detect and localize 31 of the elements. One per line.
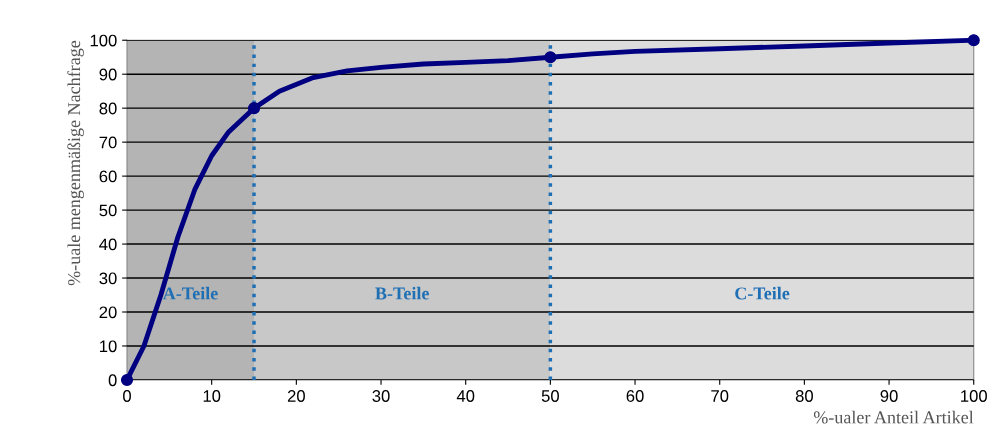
x-tick-label: 30 [372, 390, 390, 402]
y-tick-label: 20 [99, 306, 117, 319]
x-tick-label: 20 [287, 390, 305, 402]
y-axis-title: %-uale mengenmäßige Nachfrage [67, 40, 84, 286]
y-tick-label: 0 [108, 374, 117, 387]
point [247, 102, 261, 115]
y-tick-label: 80 [99, 102, 117, 115]
y-tick-label: 90 [99, 68, 117, 81]
point [544, 51, 557, 64]
point [120, 373, 134, 387]
band-label: C-Teile [735, 286, 790, 300]
band-label: B-Teile [375, 286, 429, 300]
y-tick-label: 100 [90, 34, 117, 47]
y-tick-label: 10 [100, 340, 117, 353]
x-tick-label: 90 [880, 390, 898, 402]
y-tick-label: 60 [99, 170, 117, 183]
y-tick-label: 70 [99, 136, 117, 149]
y-tick-label: 40 [99, 238, 117, 251]
point [967, 34, 980, 47]
x-tick-label: 0 [123, 390, 131, 402]
x-tick-label: 70 [711, 390, 729, 402]
x-tick-label: 40 [456, 390, 475, 402]
x-tick-label: 60 [626, 390, 644, 402]
x-tick-label: 100 [961, 390, 987, 402]
y-tick-label: 50 [99, 204, 117, 217]
band-label: A-Teile [162, 286, 218, 300]
y-tick-label: 30 [99, 272, 117, 285]
x-tick-label: 50 [541, 390, 559, 402]
x-tick-label: 80 [795, 390, 813, 402]
x-axis-title: %-ualer Anteil Artikel [813, 410, 974, 424]
x-tick-label: 10 [203, 390, 221, 402]
